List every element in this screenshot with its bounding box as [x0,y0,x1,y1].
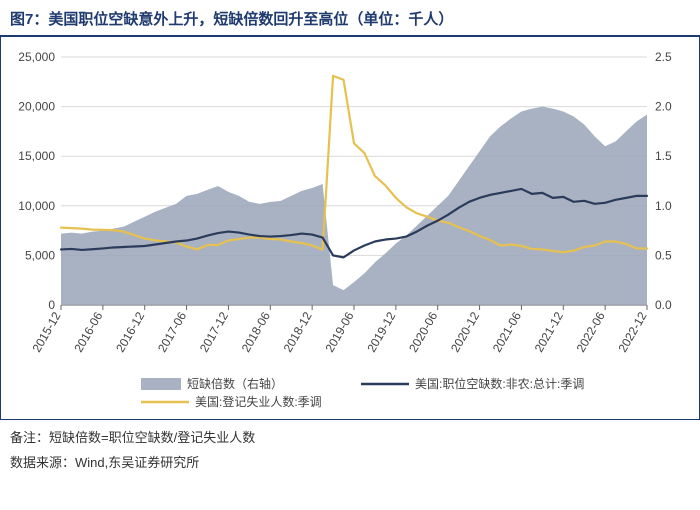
svg-text:0.0: 0.0 [655,298,672,312]
svg-text:15,000: 15,000 [18,149,55,163]
svg-text:2019-06: 2019-06 [322,309,356,354]
svg-text:2022-12: 2022-12 [615,309,649,354]
source-label: 数据来源： [10,455,75,470]
svg-text:2017-12: 2017-12 [197,309,231,354]
svg-text:2019-12: 2019-12 [364,309,398,354]
svg-text:美国:登记失业人数:季调: 美国:登记失业人数:季调 [195,394,322,409]
svg-text:5,000: 5,000 [25,248,55,262]
footnote-line: 备注：短缺倍数=职位空缺数/登记失业人数 [10,426,690,451]
svg-text:2020-06: 2020-06 [406,309,440,354]
footnote-label: 备注： [10,430,49,445]
svg-text:2.5: 2.5 [655,50,672,64]
svg-text:短缺倍数（右轴）: 短缺倍数（右轴） [187,376,283,391]
svg-text:1.0: 1.0 [655,199,672,213]
svg-text:2018-12: 2018-12 [281,309,315,354]
svg-text:0.5: 0.5 [655,248,672,262]
svg-text:10,000: 10,000 [18,199,55,213]
svg-text:2016-12: 2016-12 [113,309,147,354]
footnote-text: 短缺倍数=职位空缺数/登记失业人数 [49,430,255,445]
svg-text:2018-06: 2018-06 [239,309,273,354]
svg-text:美国:职位空缺数:非农:总计:季调: 美国:职位空缺数:非农:总计:季调 [415,376,584,391]
svg-text:25,000: 25,000 [18,50,55,64]
chart-footer: 备注：短缺倍数=职位空缺数/登记失业人数 数据来源：Wind,东吴证券研究所 [0,420,700,475]
svg-text:2021-12: 2021-12 [532,309,566,354]
source-text: Wind,东吴证券研究所 [75,455,199,470]
svg-text:2021-06: 2021-06 [490,309,524,354]
source-line: 数据来源：Wind,东吴证券研究所 [10,451,690,476]
chart-svg: 05,00010,00015,00020,00025,0000.00.51.01… [11,47,689,415]
chart-container: 05,00010,00015,00020,00025,0000.00.51.01… [0,36,700,420]
svg-text:2020-12: 2020-12 [448,309,482,354]
svg-text:2017-06: 2017-06 [155,309,189,354]
svg-text:2015-12: 2015-12 [29,309,63,354]
svg-text:2016-06: 2016-06 [71,309,105,354]
svg-text:1.5: 1.5 [655,149,672,163]
svg-text:20,000: 20,000 [18,100,55,114]
chart-title: 图7：美国职位空缺意外上升，短缺倍数回升至高位（单位：千人） [0,0,700,36]
svg-text:2022-06: 2022-06 [574,309,608,354]
svg-text:2.0: 2.0 [655,100,672,114]
